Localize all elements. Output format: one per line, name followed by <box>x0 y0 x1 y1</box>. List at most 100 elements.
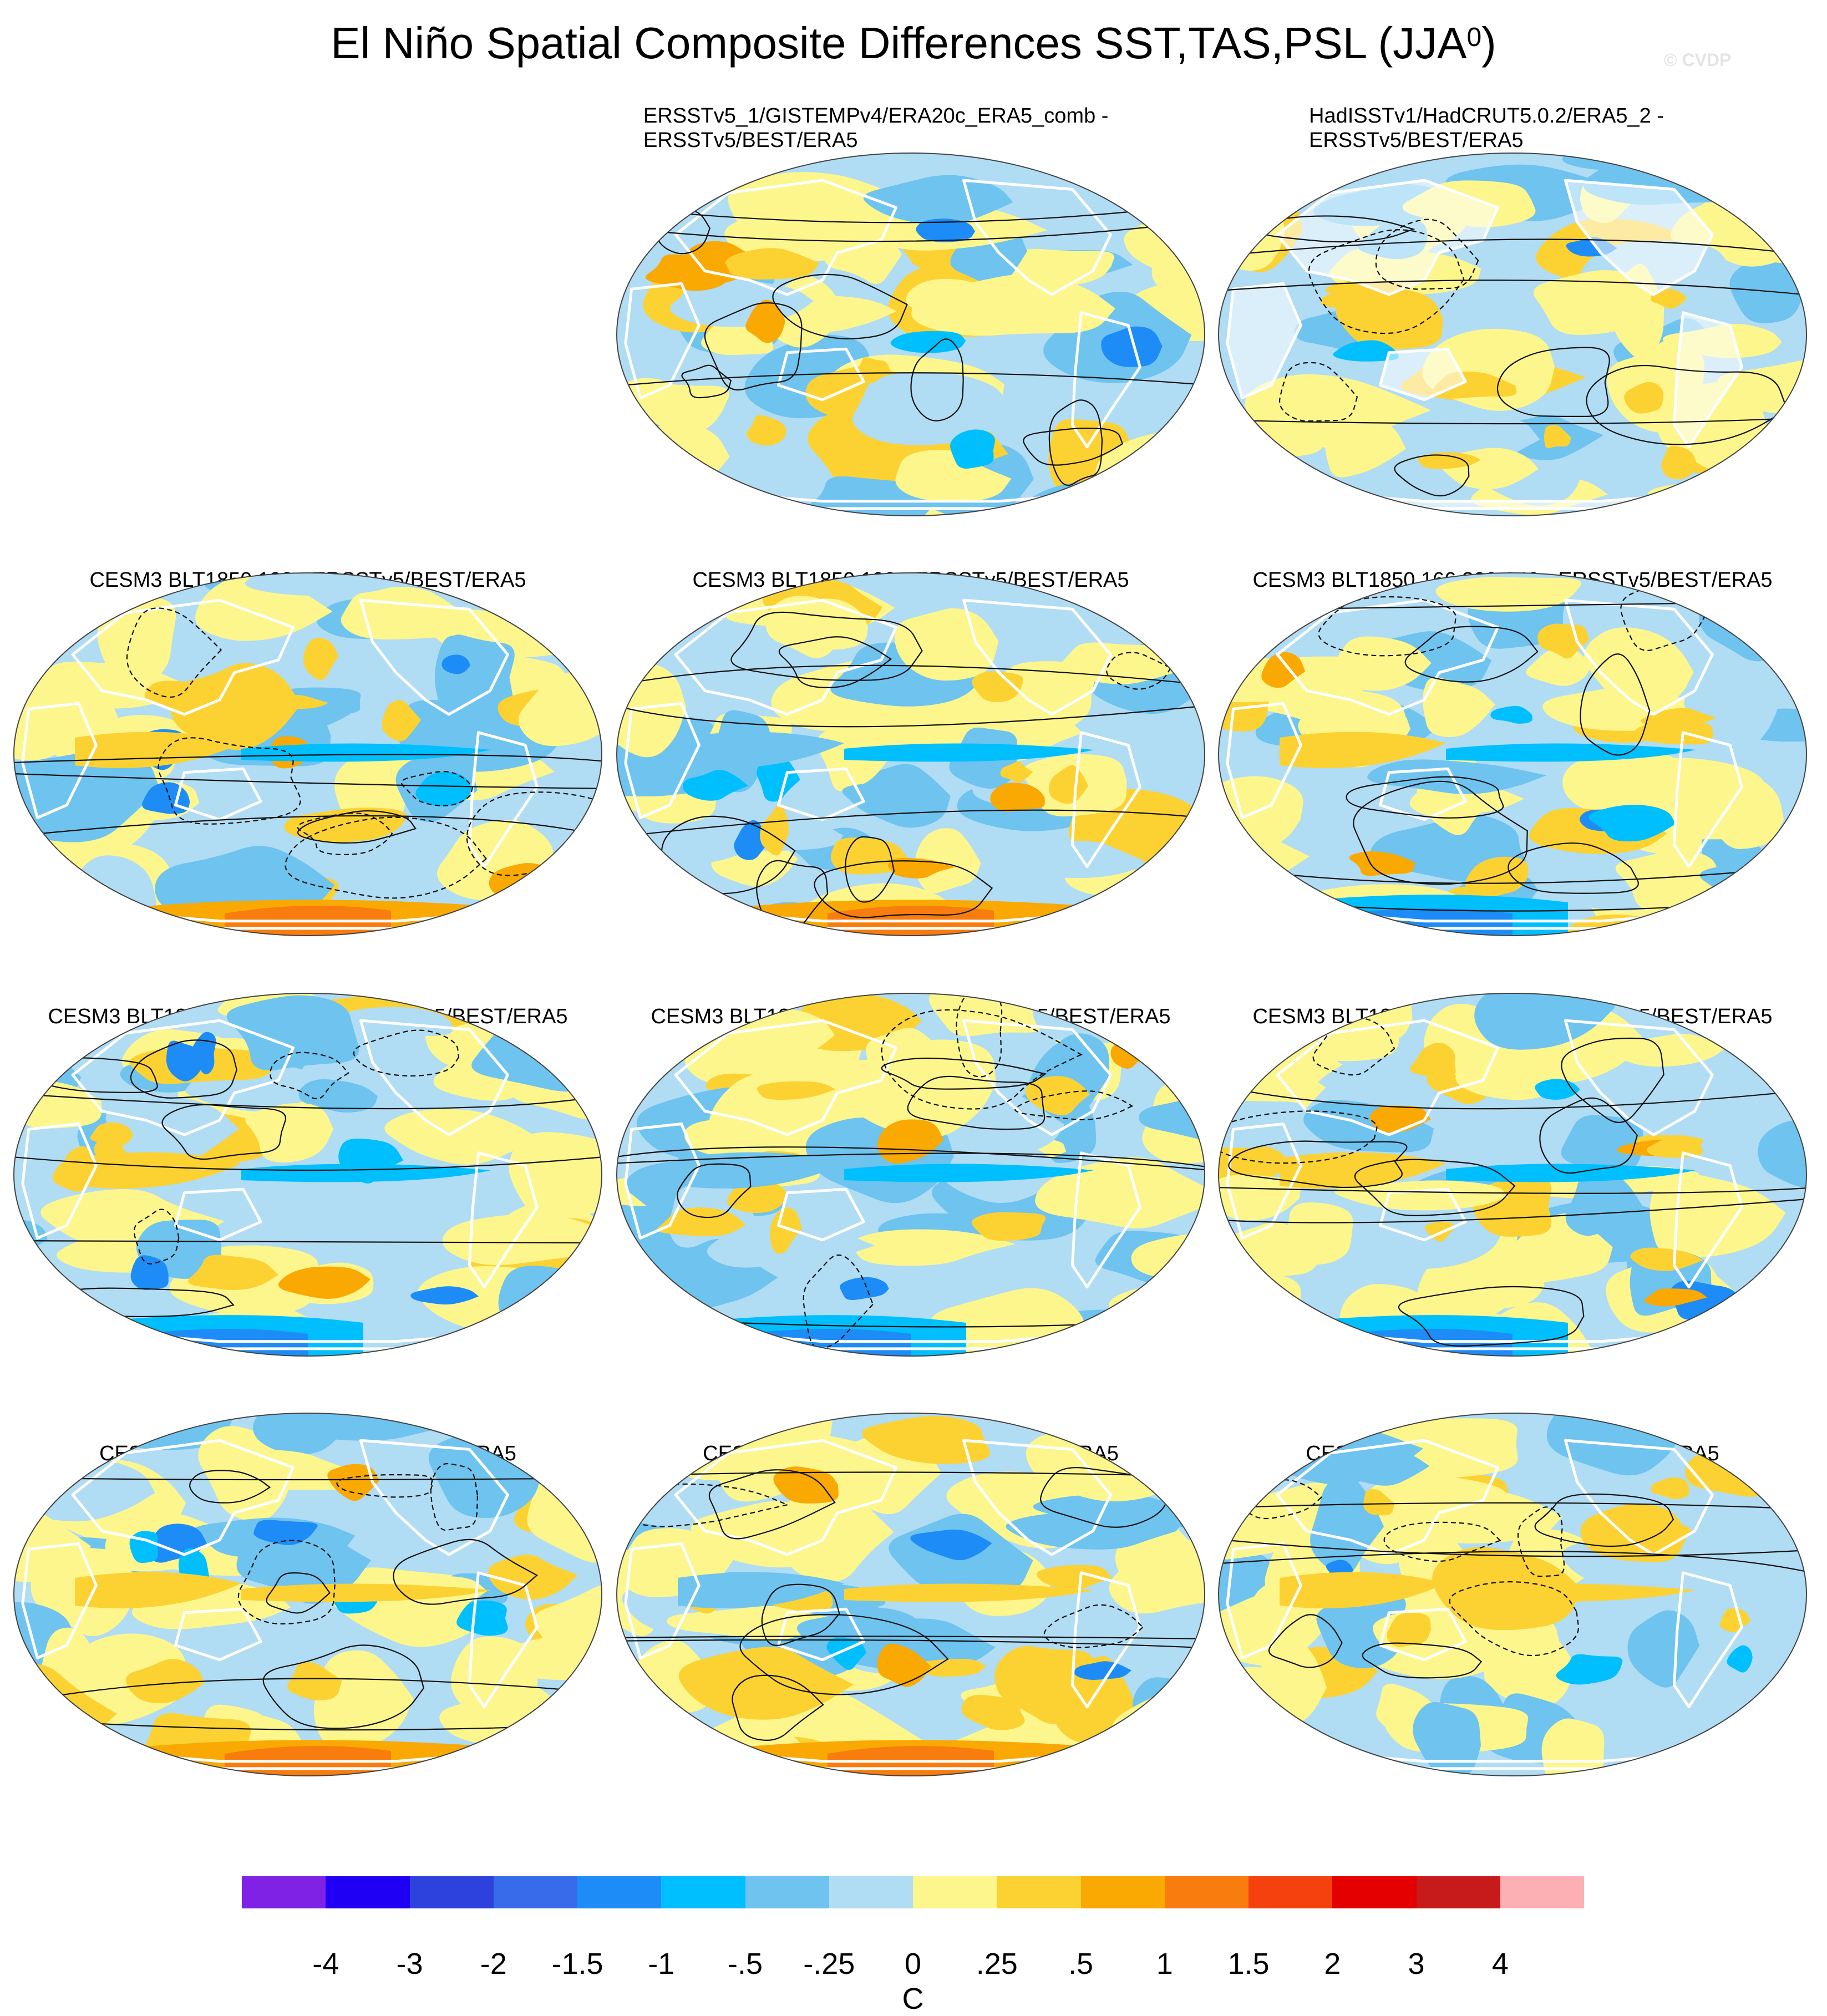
strong-anomaly-blob <box>1651 1477 1689 1500</box>
strong-anomaly-blob <box>1369 1105 1431 1133</box>
psl-contour-negative <box>956 993 1003 1078</box>
psl-contour-positive <box>1539 1097 1638 1174</box>
equatorial-anomaly <box>1446 743 1696 762</box>
map-border <box>1218 153 1807 516</box>
anomaly-blob <box>1033 993 1151 1044</box>
strong-anomaly-blob <box>1363 1489 1395 1516</box>
colorbar-tick-label: 1.5 <box>1227 1947 1270 1981</box>
psl-contour-positive <box>14 754 602 763</box>
psl-contour-negative <box>1449 1581 1579 1657</box>
psl-contour-positive <box>1228 1140 1408 1189</box>
psl-contour-negative <box>270 1052 349 1100</box>
colorbar-swatch <box>326 1876 410 1908</box>
colorbar-tick-label: 1 <box>1156 1947 1173 1981</box>
coastline <box>674 1439 897 1556</box>
coastline <box>777 347 865 402</box>
psl-contour-negative <box>336 1474 433 1498</box>
strong-anomaly-blob <box>287 1662 342 1700</box>
coastline <box>674 1019 897 1136</box>
strong-anomaly-blob <box>410 1286 479 1305</box>
anomaly-blob <box>1123 865 1205 914</box>
psl-contour-positive <box>761 1583 840 1646</box>
anomaly-blob <box>14 1700 82 1754</box>
psl-contour-negative <box>133 1208 180 1265</box>
anomaly-blob <box>335 1007 453 1036</box>
colorbar-swatch <box>1080 1876 1165 1908</box>
colorbar-swatch <box>577 1876 662 1908</box>
anomaly-blob <box>1693 466 1806 516</box>
map-border <box>13 993 602 1357</box>
coastline <box>1564 598 1714 716</box>
anomaly-blob <box>852 372 1003 445</box>
colorbar-tick-label: -1 <box>648 1947 675 1981</box>
anomaly-blob <box>1422 677 1495 737</box>
colorbar-tick-label: -.25 <box>803 1947 855 1981</box>
strong-anomaly-blob <box>188 1255 279 1291</box>
colorbar-tick-label: -4 <box>312 1947 339 1981</box>
anomaly-blob <box>1732 153 1803 189</box>
psl-contour-negative <box>1312 1017 1395 1076</box>
coastline <box>1071 1571 1141 1709</box>
psl-contour-positive <box>617 1146 1205 1171</box>
coastline <box>1226 282 1302 399</box>
psl-contour-negative <box>158 737 301 825</box>
strong-anomaly-blob <box>1556 1654 1623 1685</box>
colorbar-tick-label: 3 <box>1408 1947 1425 1981</box>
anomaly-blob <box>245 1103 334 1162</box>
coastline <box>624 1542 701 1659</box>
anomaly-blob <box>1729 253 1804 323</box>
coastline <box>1276 598 1499 716</box>
strong-anomaly-blob <box>840 1277 889 1300</box>
strong-anomaly-blob <box>657 1207 746 1236</box>
anomaly-blob <box>1339 1449 1430 1486</box>
colorbar-swatch <box>745 1876 829 1908</box>
anomaly-blob <box>863 175 1013 226</box>
psl-contour-positive <box>1219 1538 1806 1557</box>
coastline <box>962 598 1112 716</box>
psl-contour-positive <box>1219 417 1806 425</box>
masked-land <box>1380 349 1466 400</box>
anomaly-blob <box>253 1413 347 1454</box>
psl-contour-negative <box>466 791 602 876</box>
psl-contour-negative <box>1043 1604 1144 1648</box>
strong-anomaly-blob <box>1074 1661 1132 1680</box>
anomaly-blob <box>1261 893 1360 936</box>
anomaly-blob <box>678 1647 854 1720</box>
anomaly-blob <box>992 841 1144 878</box>
psl-contour-positive <box>14 1156 602 1171</box>
colorbar-swatch <box>661 1876 745 1908</box>
psl-contour-positive <box>617 203 1205 224</box>
colorbar <box>242 1876 1584 1908</box>
strong-anomaly-blob <box>1048 765 1088 804</box>
anomaly-blob <box>1562 749 1679 819</box>
strong-anomaly-blob <box>1101 326 1163 367</box>
anomaly-blob <box>450 1636 538 1715</box>
colorbar-tick-label: -1.5 <box>551 1947 603 1981</box>
coastline <box>71 598 295 716</box>
psl-contour-positive <box>130 1039 237 1099</box>
colorbar-swatch <box>913 1876 997 1908</box>
psl-contour-positive <box>1040 1467 1171 1528</box>
colorbar-swatch <box>409 1876 494 1908</box>
anomaly-blob <box>14 592 75 628</box>
strong-anomaly-blob <box>1634 720 1713 745</box>
coastline <box>1564 1019 1714 1136</box>
anomaly-blob <box>245 573 409 596</box>
strong-anomaly-blob <box>971 1212 1046 1241</box>
coastline <box>359 1439 509 1556</box>
west-pacific-anomaly <box>678 1152 844 1189</box>
strong-anomaly-blob <box>415 771 472 806</box>
map-panel-1 <box>616 153 1205 516</box>
strong-anomaly-blob <box>916 219 976 242</box>
psl-contour-positive <box>1268 1614 1343 1668</box>
coastline <box>624 702 701 819</box>
map-panel-4 <box>616 572 1205 936</box>
west-pacific-anomaly <box>1280 1152 1446 1189</box>
strong-anomaly-blob <box>910 1529 992 1561</box>
psl-contour-negative <box>1242 1479 1323 1520</box>
coastline <box>962 1439 1112 1556</box>
strong-anomaly-blob <box>441 654 470 674</box>
map-panel-8 <box>1218 993 1807 1357</box>
colorbar-swatch <box>829 1876 913 1908</box>
strong-anomaly-blob <box>125 1659 205 1703</box>
